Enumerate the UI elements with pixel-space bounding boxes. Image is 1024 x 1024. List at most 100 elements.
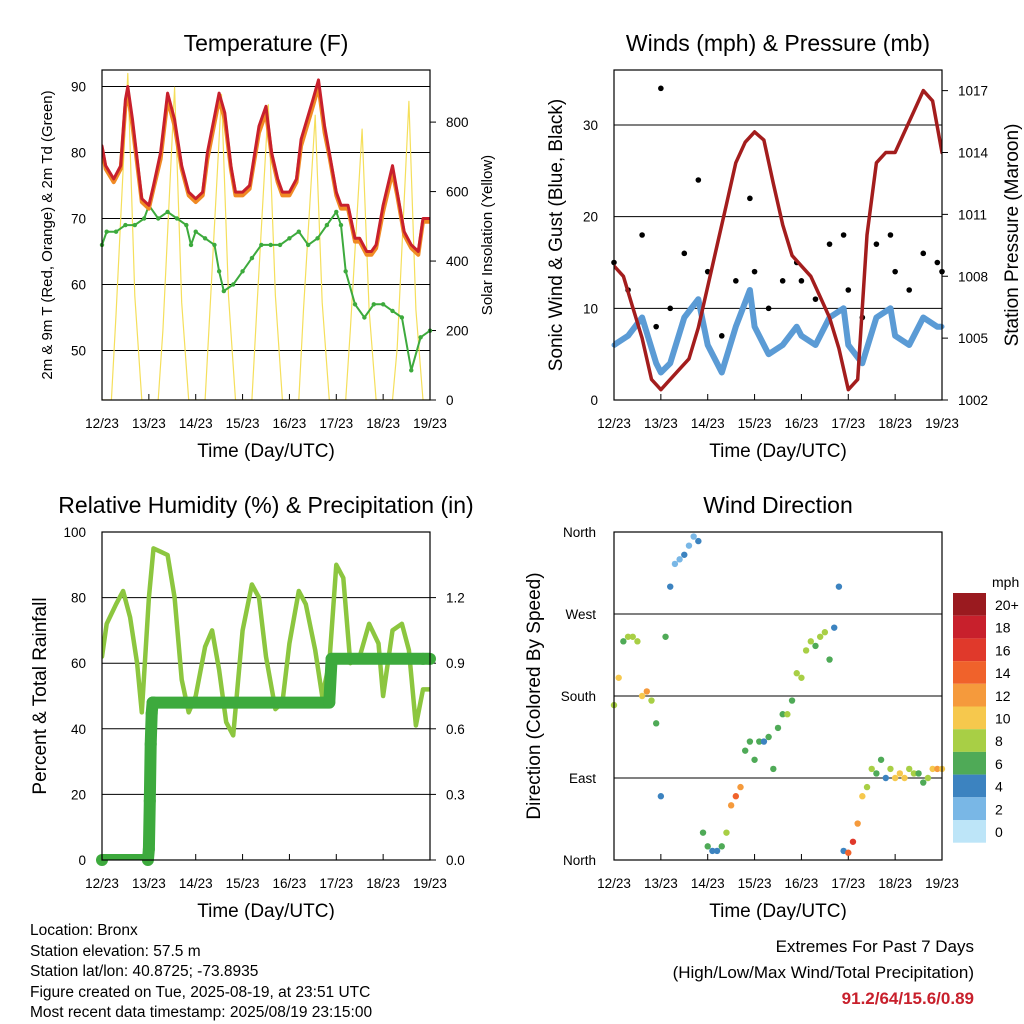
colorbar-swatch — [953, 820, 986, 843]
x-tick-label: 17/23 — [319, 416, 353, 431]
y-axis-label: Percent & Total Rainfall — [30, 597, 51, 794]
precipitation-point — [325, 652, 338, 665]
x-tick-label: 18/23 — [878, 876, 912, 891]
gust-point — [751, 268, 758, 275]
colorbar-swatch — [953, 683, 986, 707]
latlon-text: Station lat/lon: 40.8725; -73.8935 — [30, 963, 259, 980]
wind-direction-chart: Wind Direction Time (Day/UTC) 12/23 13/23 14… — [524, 492, 959, 920]
humidity-precip-chart: Relative Humidity (%) & Precipitation (i… — [30, 492, 474, 920]
plot-frame — [613, 531, 943, 861]
direction-point — [807, 638, 814, 645]
gust-point — [653, 323, 659, 330]
direction-point — [868, 765, 875, 773]
y-right-tick-label: 800 — [446, 115, 469, 130]
gust-point — [812, 296, 819, 302]
direction-point — [877, 756, 885, 763]
y-axis-right-label: Solar Insolation (Yellow) — [479, 155, 496, 315]
direction-point — [929, 765, 936, 773]
direction-point — [821, 629, 829, 636]
direction-point — [742, 747, 749, 754]
y-tick-label: 20 — [71, 787, 86, 802]
gust-point — [658, 85, 664, 92]
direction-point — [662, 633, 669, 640]
colorbar-swatch — [953, 751, 986, 775]
x-axis-label: Time (Day/UTC) — [197, 441, 335, 462]
sonic-wind-point — [766, 351, 772, 357]
y-axis-label: Direction (Colored By Speed) — [524, 572, 545, 819]
y-axis-label: Sonic Wind & Gust (Blue, Black) — [546, 99, 567, 371]
y-tick-label: 60 — [71, 278, 86, 293]
sonic-wind-point — [906, 342, 912, 348]
direction-point — [812, 642, 819, 650]
y-right-tick-label: 1008 — [958, 269, 988, 284]
direction-point — [845, 849, 852, 856]
y-tick-label: East — [569, 771, 596, 786]
y-right-tick-label: 400 — [446, 254, 469, 269]
y-right-tick-label: 200 — [446, 324, 469, 339]
x-tick-label: 19/23 — [925, 876, 959, 891]
colorbar-swatch — [953, 729, 986, 752]
colorbar-label: 0 — [995, 824, 1003, 840]
direction-point — [620, 638, 627, 645]
direction-point — [802, 647, 810, 654]
sonic-wind-point — [667, 360, 673, 366]
sonic-wind-point — [752, 324, 758, 330]
direction-point — [713, 847, 721, 855]
direction-point — [774, 724, 782, 732]
x-tick-label: 12/23 — [85, 416, 119, 431]
direction-point — [887, 765, 894, 773]
y-tick-label: 10 — [583, 301, 598, 316]
direction-point — [896, 770, 904, 777]
y-right-tick-label: 0.3 — [446, 787, 465, 802]
gust-point — [840, 232, 847, 238]
colorbar-label: 12 — [995, 688, 1011, 704]
temperature-chart: Temperature (F) Time (Day/UTC) 12/23 13/23 1… — [39, 30, 496, 462]
gust-point — [934, 259, 941, 266]
dewpoint-line — [102, 204, 430, 372]
sonic-wind-point — [798, 333, 804, 339]
precipitation-point — [142, 843, 155, 856]
sonic-wind-point — [780, 342, 786, 348]
colorbar-label: 16 — [995, 642, 1011, 658]
y-right-tick-label: 0 — [446, 393, 454, 408]
sonic-wind-point — [845, 342, 851, 348]
location-text: Location: Bronx — [30, 922, 138, 939]
direction-point — [643, 688, 650, 695]
sonic-wind-point — [639, 315, 645, 320]
colorbar-label: 8 — [995, 733, 1003, 749]
extremes-title: Extremes For Past 7 Days — [775, 937, 974, 956]
colorbar-label: 6 — [995, 756, 1003, 772]
plot-frame — [613, 69, 943, 401]
extremes-box: Extremes For Past 7 Days (High/Low/Max W… — [673, 934, 974, 1012]
precipitation-point — [147, 696, 160, 709]
x-tick-label: 14/23 — [691, 416, 725, 431]
direction-point — [863, 783, 871, 791]
colorbar-swatch — [953, 615, 986, 639]
figure-canvas: Temperature (F) Time (Day/UTC) 12/23 13/23 1… — [30, 30, 1023, 920]
direction-point — [788, 697, 796, 704]
colorbar-label: 10 — [995, 711, 1011, 727]
direction-point — [924, 774, 932, 782]
sonic-wind-point — [841, 305, 847, 311]
sonic-wind-point — [747, 287, 753, 293]
y-right-tick-label: 1014 — [958, 146, 989, 161]
gust-point — [892, 268, 898, 275]
direction-point — [615, 674, 622, 681]
direction-point — [671, 560, 679, 568]
sonic-wind-point — [812, 342, 818, 348]
y-tick-label: 80 — [71, 591, 86, 606]
direction-point — [737, 783, 744, 791]
direction-point — [891, 774, 899, 782]
colorbar-title: mph — [992, 574, 1019, 590]
speed-colorbar: mph 20+ 18 16 14 12 10 8 6 4 2 0 — [953, 574, 1019, 843]
colorbar-swatch — [953, 593, 986, 616]
y-tick-label: South — [561, 689, 596, 704]
direction-point — [657, 793, 665, 800]
direction-point — [901, 774, 908, 782]
gust-point — [779, 278, 786, 284]
sonic-wind-point — [887, 305, 893, 311]
direction-point — [718, 843, 725, 850]
chart-title: Winds (mph) & Pressure (mb) — [626, 30, 930, 56]
direction-point — [624, 633, 632, 640]
direction-point — [751, 756, 758, 763]
